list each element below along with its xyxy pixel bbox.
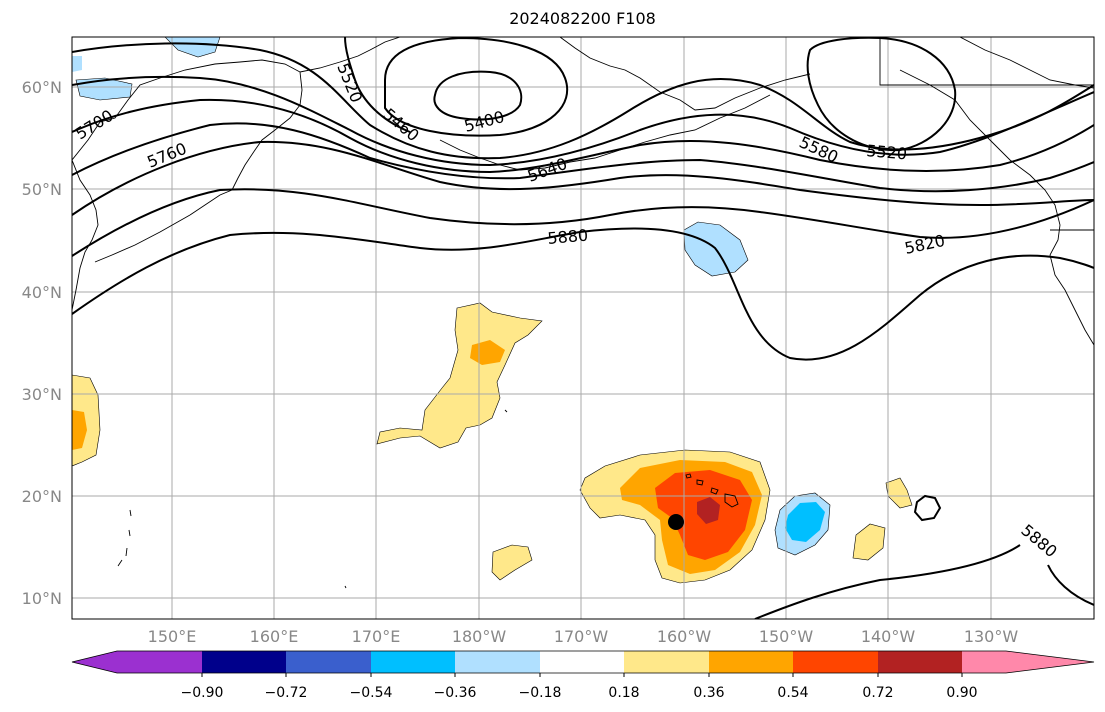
- height-contours: [72, 37, 1094, 619]
- longitude-axis: 150°E 160°E 170°E 180°W 170°W 160°W 150°…: [148, 627, 1019, 646]
- colorbar-tick-label: −0.18: [519, 685, 562, 701]
- contour-label: 5520: [866, 141, 908, 163]
- contour-label: 5880: [547, 226, 589, 248]
- colorbar-segment: [878, 651, 962, 673]
- colorbar-tick-label: −0.36: [434, 685, 477, 701]
- colorbar-segment: [709, 651, 793, 673]
- colorbar-extend-high: [962, 651, 1094, 673]
- contour-label: 5400: [462, 107, 506, 136]
- anomaly-negative-patch-north-2: [75, 77, 133, 101]
- colorbar: −0.90 −0.72 −0.54 −0.36 −0.18 0.18 0.36 …: [71, 650, 1095, 701]
- lat-label: 60°N: [22, 78, 62, 97]
- anomaly-positive-patch-east-2: [885, 477, 913, 509]
- colorbar-tick-label: −0.90: [181, 685, 224, 701]
- lat-label: 20°N: [22, 487, 62, 506]
- lat-label: 30°N: [22, 385, 62, 404]
- contour-5880-east-fragment: [1047, 564, 1094, 606]
- map-title: 2024082200 F108: [509, 9, 656, 28]
- colorbar-segment: [455, 651, 540, 673]
- colorbar-segment: [793, 651, 878, 673]
- colorbar-segment: [286, 651, 371, 673]
- latitude-axis: 60°N 50°N 40°N 30°N 20°N 10°N: [22, 78, 62, 608]
- contour-5400: [433, 70, 523, 121]
- colorbar-segment: [540, 651, 624, 673]
- anomaly-negative-patch-north-3: [72, 56, 82, 72]
- map-area: 5700 5760 5520 5460 5400 5640 5580 5520 …: [72, 37, 1094, 619]
- colorbar-tick-label: 0.54: [777, 685, 808, 701]
- colorbar-ticks: −0.90 −0.72 −0.54 −0.36 −0.18 0.18 0.36 …: [181, 685, 978, 701]
- lon-label: 170°E: [352, 627, 401, 646]
- contour-5760-1: [72, 140, 1094, 216]
- contour-5820: [72, 188, 1094, 257]
- colorbar-tick-label: 0.18: [608, 685, 639, 701]
- lat-label: 50°N: [22, 180, 62, 199]
- contour-label: 5760: [144, 139, 189, 172]
- anomaly-shading: [72, 37, 913, 584]
- anomaly-positive-patch-east-1: [852, 523, 886, 561]
- anomaly-positive-core-west-edge: [72, 410, 87, 450]
- anomaly-negative-core-south: [785, 502, 825, 542]
- lon-label: 170°W: [554, 627, 609, 646]
- lon-label: 150°W: [759, 627, 814, 646]
- colorbar-tick-label: 0.90: [946, 685, 977, 701]
- lon-label: 130°W: [964, 627, 1019, 646]
- contour-5700: [72, 98, 1094, 174]
- anomaly-positive-patch-south-1: [491, 544, 533, 581]
- anomaly-positive-patch-central: [376, 302, 543, 449]
- contour-5760: [72, 122, 1094, 193]
- lat-label: 40°N: [22, 283, 62, 302]
- colorbar-segment: [371, 651, 455, 673]
- anomaly-darkred-hawaii: [697, 497, 720, 524]
- colorbar-segment: [624, 651, 709, 673]
- contour-5580: [72, 42, 1094, 160]
- lon-label: 160°E: [250, 627, 299, 646]
- colorbar-tick-label: −0.54: [350, 685, 393, 701]
- contour-label: 5460: [379, 105, 422, 146]
- contour-5520-east: [806, 37, 957, 152]
- contour-5520-west: [344, 37, 411, 133]
- lon-label: 160°W: [657, 627, 712, 646]
- anomaly-negative-patch-north-1: [164, 37, 221, 58]
- colorbar-segments: [71, 650, 1095, 677]
- colorbar-extend-low: [72, 651, 202, 673]
- colorbar-tick-label: −0.72: [265, 685, 308, 701]
- lon-label: 180°W: [452, 627, 507, 646]
- contour-5460: [384, 37, 569, 137]
- contour-label: 5580: [796, 132, 841, 166]
- colorbar-segment: [202, 651, 286, 673]
- contour-5640: [72, 75, 1094, 167]
- contour-label: 5520: [333, 60, 366, 105]
- coastlines: [72, 37, 1094, 589]
- colorbar-tick-label: 0.72: [862, 685, 893, 701]
- lon-label: 140°W: [861, 627, 916, 646]
- contour-5880-north: [72, 227, 1094, 361]
- contour-label: 5880: [1017, 521, 1060, 562]
- contour-label-group: 5700 5760 5520 5460 5400 5640 5580 5520 …: [72, 60, 1061, 561]
- lon-label: 150°E: [148, 627, 197, 646]
- storm-position-marker: [668, 514, 684, 530]
- contour-5880-south: [754, 544, 1021, 619]
- colorbar-tick-label: 0.36: [693, 685, 724, 701]
- contour-label: 5700: [72, 106, 117, 144]
- contour-closed-small: [913, 494, 942, 522]
- lat-label: 10°N: [22, 589, 62, 608]
- map-frame: [71, 36, 1095, 620]
- contour-label: 5640: [525, 154, 570, 186]
- colorbar-outline: [71, 650, 1095, 674]
